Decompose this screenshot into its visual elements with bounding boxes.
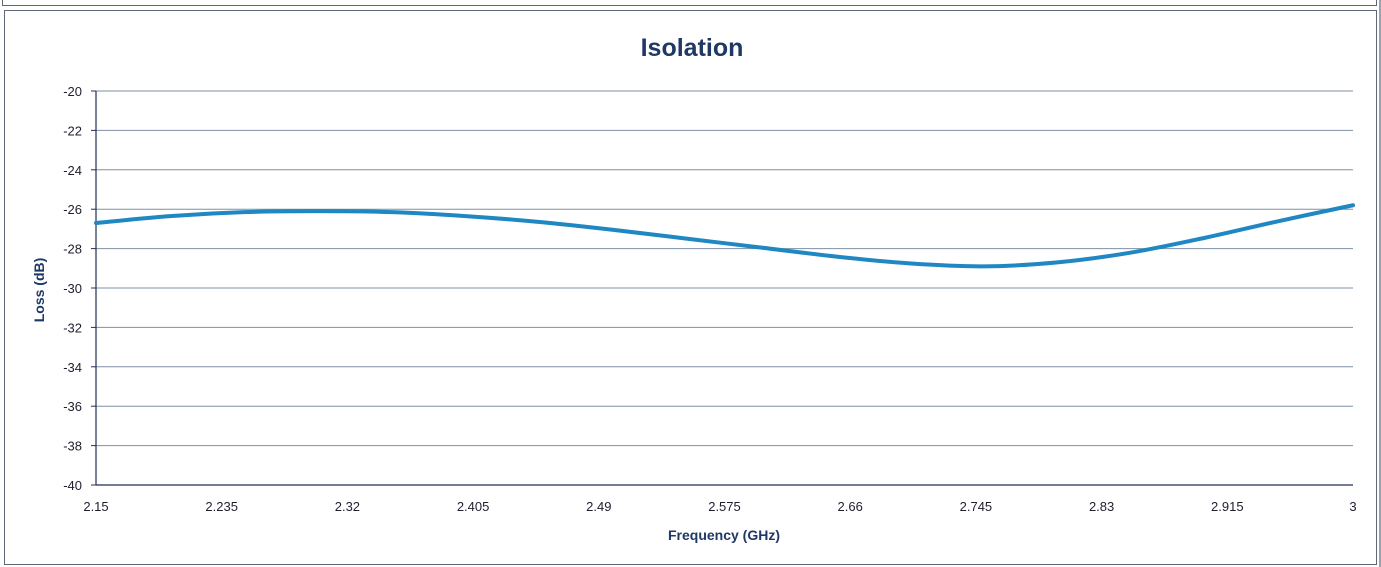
y-tick-label: -30 xyxy=(63,281,82,296)
x-tick-label: 3 xyxy=(1349,499,1356,514)
page-edge xyxy=(1379,0,1381,567)
axes xyxy=(91,90,1353,486)
y-tick-label: -26 xyxy=(63,202,82,217)
x-tick-label: 2.32 xyxy=(335,499,360,514)
x-tick-label: 2.49 xyxy=(586,499,611,514)
x-axis-title: Frequency (GHz) xyxy=(668,527,780,543)
x-tick-label: 2.745 xyxy=(960,499,993,514)
y-tick-labels: -20 -22 -24 -26 -28 -30 -32 -34 -36 -38 -40 xyxy=(63,84,82,493)
y-tick-label: -34 xyxy=(63,360,82,375)
x-tick-label: 2.405 xyxy=(457,499,490,514)
y-tick-label: -40 xyxy=(63,478,82,493)
x-tick-label: 2.915 xyxy=(1211,499,1244,514)
x-tick-label: 2.83 xyxy=(1089,499,1114,514)
chart-title: Isolation xyxy=(641,34,744,62)
x-tick-label: 2.66 xyxy=(838,499,863,514)
y-tick-label: -36 xyxy=(63,399,82,414)
x-tick-label: 2.575 xyxy=(708,499,741,514)
x-tick-label: 2.15 xyxy=(83,499,108,514)
y-axis-title: Loss (dB) xyxy=(31,258,47,323)
y-tick-label: -22 xyxy=(63,123,82,138)
previous-panel-edge xyxy=(2,0,1377,6)
x-tick-labels: 2.15 2.235 2.32 2.405 2.49 2.575 2.66 2.745 2.83… xyxy=(83,499,1356,514)
y-tick-label: -24 xyxy=(63,163,82,178)
y-tick-label: -20 xyxy=(63,84,82,99)
y-tick-label: -38 xyxy=(63,439,82,454)
y-tick-label: -28 xyxy=(63,242,82,257)
gridlines xyxy=(96,90,1353,447)
series-line xyxy=(94,203,1355,269)
series-layer xyxy=(94,203,1355,269)
y-tick-label: -32 xyxy=(63,320,82,335)
x-tick-label: 2.235 xyxy=(205,499,238,514)
